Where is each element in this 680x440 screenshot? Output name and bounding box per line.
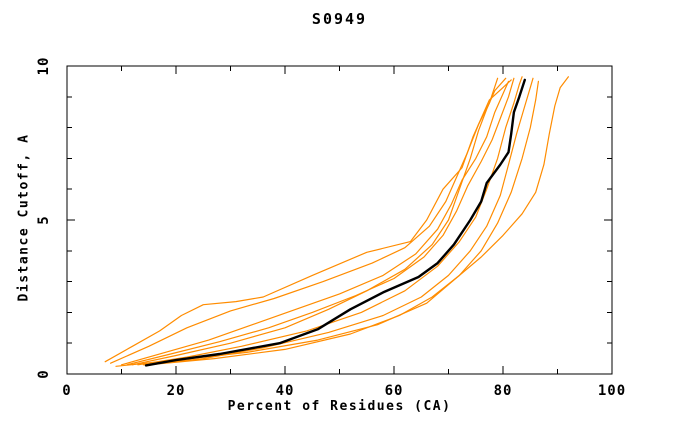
- x-tick-label: 20: [167, 383, 186, 399]
- orange-curve-2: [109, 77, 499, 364]
- y-tick-label: 0: [36, 369, 52, 378]
- x-tick-label: 60: [385, 383, 404, 399]
- x-tick-label: 80: [494, 383, 513, 399]
- plot-title: S0949: [311, 10, 368, 28]
- orange-curve-7: [148, 80, 540, 366]
- orange-curve-8: [115, 76, 570, 367]
- axis-frame: [66, 65, 613, 375]
- black-thick-curve: [144, 78, 526, 367]
- orange-curve-9: [126, 77, 515, 366]
- x-tick-label: 100: [598, 383, 626, 399]
- x-tick-label: 0: [62, 383, 71, 399]
- orange-curve-6: [142, 77, 534, 366]
- x-tick-label: 40: [276, 383, 295, 399]
- y-tick-label: 5: [36, 215, 52, 224]
- x-axis-title: Percent of Residues (CA): [227, 399, 452, 414]
- orange-curve-3: [120, 80, 510, 366]
- orange-curve-1: [104, 79, 512, 363]
- orange-curve-4: [131, 77, 507, 366]
- orange-curve-5: [137, 76, 523, 366]
- y-tick-label: 10: [36, 57, 52, 76]
